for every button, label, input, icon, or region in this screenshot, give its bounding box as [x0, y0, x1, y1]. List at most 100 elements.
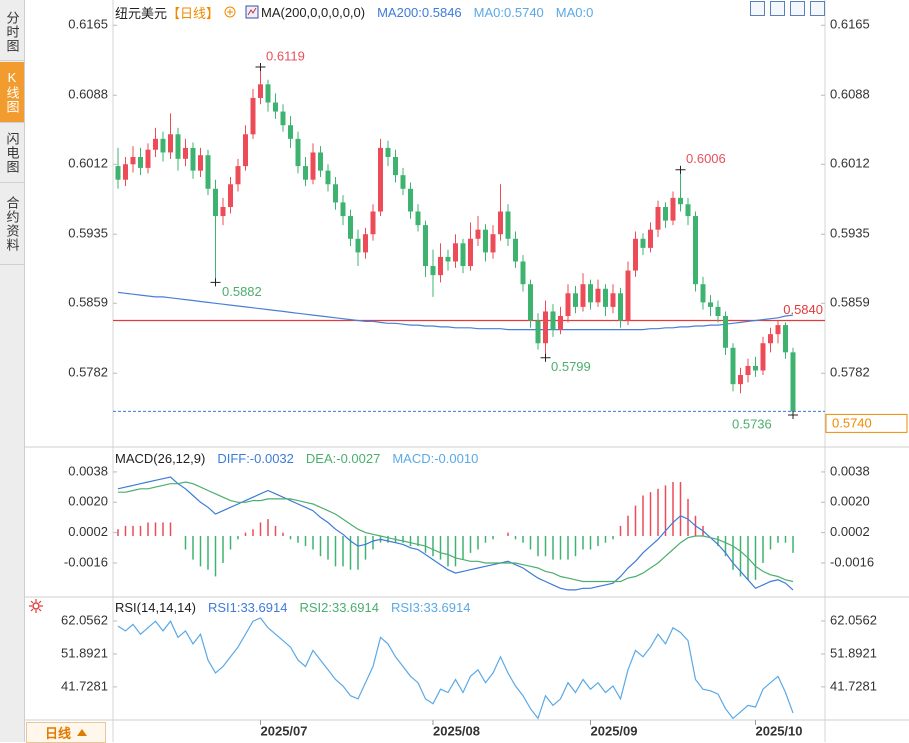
- y-tick-label-left: 51.8921: [61, 645, 108, 660]
- legend-entry: DIFF:-0.0032: [217, 450, 294, 466]
- annotation-marker: [788, 411, 798, 420]
- candle-body: [393, 157, 398, 176]
- candle-body: [573, 293, 578, 307]
- candle-body: [438, 256, 443, 276]
- candle-body: [505, 211, 511, 239]
- candle-body: [693, 216, 698, 285]
- icon-part: [224, 6, 236, 18]
- annotation-label: 0.6006: [686, 151, 726, 166]
- annotation-marker: [540, 353, 551, 362]
- icon-part: [247, 7, 257, 16]
- candle-body: [588, 284, 593, 303]
- candle-body: [168, 134, 173, 153]
- rsi-settings-icon[interactable]: [29, 599, 43, 613]
- candle-body: [790, 352, 796, 412]
- annotation-label: 0.5799: [551, 359, 591, 374]
- diff-line: [117, 476, 794, 591]
- y-tick-label-left: 0.6012: [68, 156, 108, 171]
- candle-body: [768, 334, 773, 344]
- panel-title: MACD(26,12,9): [115, 450, 206, 466]
- y-tick-label-right: 0.6165: [830, 17, 870, 32]
- add-icon[interactable]: [223, 5, 237, 19]
- candle-body: [273, 102, 278, 112]
- candle-body: [618, 293, 623, 321]
- y-tick-label-left: 0.0038: [68, 463, 108, 478]
- period-label: 日线: [44, 726, 71, 741]
- candle-body: [265, 84, 271, 103]
- candle-body: [738, 375, 743, 385]
- candle-body: [130, 157, 136, 165]
- y-tick-label-left: 0.5859: [68, 295, 108, 310]
- indicator-icon[interactable]: [245, 5, 259, 19]
- candle-body: [340, 202, 346, 217]
- candle-body: [640, 238, 646, 248]
- candle-body: [453, 243, 458, 262]
- toolbar-button[interactable]: [770, 1, 785, 16]
- y-tick-label-right: 62.0562: [830, 612, 877, 627]
- candle-body: [325, 170, 331, 185]
- candle-body: [408, 188, 413, 212]
- y-tick-label-right: 0.5782: [830, 365, 870, 380]
- candle-body: [723, 315, 728, 348]
- candle-body: [610, 293, 616, 307]
- candle-body: [355, 238, 361, 253]
- toolbar-button[interactable]: [750, 1, 765, 16]
- icon-part: [227, 9, 234, 15]
- annotation-label: 0.6119: [266, 48, 305, 63]
- candle-body: [123, 164, 128, 180]
- candle-body: [513, 238, 518, 262]
- candle-body: [678, 197, 683, 205]
- candle-body: [603, 288, 608, 307]
- candle-body: [498, 211, 503, 235]
- candle-body: [595, 288, 601, 303]
- candle-body: [535, 320, 541, 344]
- candle-body: [648, 229, 653, 248]
- candle-body: [205, 155, 211, 189]
- candle-body: [220, 206, 226, 217]
- legend-entry: MA0:0.5740: [473, 4, 544, 20]
- tab[interactable]: 合约资料: [0, 184, 24, 265]
- last-price-label: 0.5740: [832, 415, 872, 430]
- annotation-marker: [255, 63, 266, 72]
- candle-body: [468, 238, 473, 267]
- candle-body: [115, 166, 121, 180]
- candle-body: [310, 152, 316, 180]
- tab[interactable]: 闪电图: [0, 124, 24, 183]
- rsi-header: RSI(14,14,14) RSI1:33.6914 RSI2:33.6914 …: [115, 598, 482, 616]
- candle-body: [378, 147, 383, 212]
- candle-body: [370, 211, 376, 235]
- y-tick-label-left: 41.7281: [61, 678, 108, 693]
- macd-header: MACD(26,12,9) DIFF:-0.0032 DEA:-0.0027 M…: [115, 449, 490, 467]
- candle-body: [318, 152, 323, 171]
- candle-body: [288, 125, 293, 139]
- y-tick-label-left: 0.5782: [68, 365, 108, 380]
- y-tick-label-left: 0.0002: [68, 524, 108, 539]
- candle-body: [670, 197, 676, 221]
- tab[interactable]: 分时图: [0, 4, 24, 61]
- period-button[interactable]: 日线: [26, 722, 106, 743]
- candle-body: [663, 206, 668, 221]
- y-tick-label-left: 62.0562: [61, 612, 108, 627]
- toolbar-button[interactable]: [790, 1, 805, 16]
- candle-body: [333, 184, 338, 203]
- candle-body: [295, 138, 301, 167]
- candle-body: [520, 261, 526, 285]
- legend-entry: MACD:-0.0010: [392, 450, 479, 466]
- candle-body: [565, 293, 571, 316]
- tab-active[interactable]: K线图: [0, 62, 24, 123]
- candle-body: [423, 225, 428, 267]
- candle-body: [228, 184, 233, 207]
- candle-body: [685, 204, 691, 217]
- period-title: 【日线】: [167, 5, 220, 21]
- x-tick-label: 2025/08: [433, 723, 480, 738]
- toolbar-button[interactable]: [810, 1, 825, 16]
- candle-body: [528, 284, 533, 321]
- candle-body: [153, 138, 158, 150]
- y-tick-label-right: 0.6088: [830, 87, 870, 102]
- y-tick-label-right: 0.0002: [830, 524, 870, 539]
- last-price-box: [825, 413, 908, 433]
- y-tick-label-right: 0.5859: [830, 295, 870, 310]
